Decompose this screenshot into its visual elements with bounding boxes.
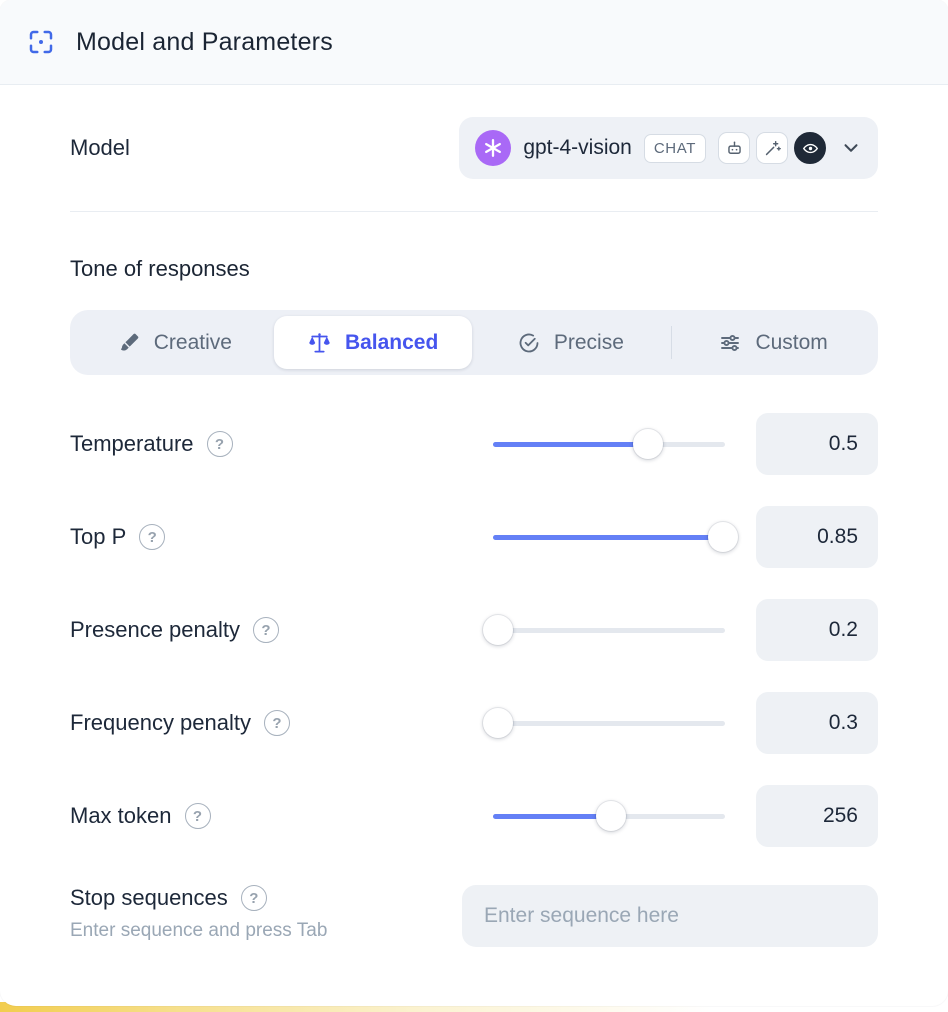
- tone-option-label: Custom: [755, 330, 828, 354]
- frequency-penalty-slider[interactable]: [482, 707, 725, 739]
- frequency-penalty-value[interactable]: 0.3: [756, 692, 878, 754]
- temperature-label: Temperature: [70, 431, 194, 456]
- stop-sequences-label: Stop sequences: [70, 885, 228, 910]
- help-icon[interactable]: ?: [253, 617, 279, 643]
- model-select-dropdown[interactable]: gpt-4-vision CHAT: [459, 117, 878, 179]
- top-p-label: Top P: [70, 524, 127, 549]
- slider-track: [493, 801, 725, 831]
- model-row: Model gpt-4-vision CHAT: [70, 117, 878, 179]
- target-check-icon: [517, 331, 541, 355]
- brush-icon: [118, 331, 141, 354]
- tone-option-label: Balanced: [344, 330, 439, 354]
- slider-thumb[interactable]: [707, 522, 738, 552]
- segment-divider: [671, 326, 673, 359]
- help-icon[interactable]: ?: [264, 710, 290, 736]
- parameter-row-frequency-penalty: Frequency penalty ? 0.3: [70, 692, 878, 754]
- model-name: gpt-4-vision: [523, 136, 632, 159]
- wand-icon: [756, 132, 788, 164]
- parameter-row-presence-penalty: Presence penalty ? 0.2: [70, 599, 878, 661]
- help-icon[interactable]: ?: [240, 885, 267, 911]
- sliders-icon: [718, 331, 742, 355]
- temperature-slider[interactable]: [493, 428, 725, 460]
- tone-option-label: Precise: [553, 330, 624, 354]
- presence-penalty-value[interactable]: 0.2: [756, 599, 878, 661]
- section-divider: [70, 211, 878, 212]
- page-background-accent: [0, 1002, 948, 1012]
- help-icon[interactable]: ?: [139, 524, 166, 550]
- max-token-value[interactable]: 256: [756, 785, 878, 847]
- model-capability-icons: [718, 132, 826, 164]
- robot-icon: [718, 132, 750, 164]
- model-label: Model: [70, 135, 130, 160]
- slider-fill: [493, 813, 612, 819]
- slider-track: [493, 522, 738, 552]
- slider-track: [482, 708, 725, 738]
- tone-option-label: Creative: [153, 330, 232, 354]
- parameter-row-temperature: Temperature ? 0.5: [70, 413, 878, 475]
- panel-header: Model and Parameters: [0, 0, 948, 85]
- scale-icon: [307, 330, 332, 355]
- slider-thumb[interactable]: [633, 429, 664, 459]
- chat-badge: CHAT: [643, 133, 706, 163]
- help-icon[interactable]: ?: [206, 431, 233, 457]
- slider-fill: [493, 534, 723, 540]
- top-p-slider[interactable]: [493, 521, 738, 553]
- max-token-label: Max token: [70, 803, 172, 828]
- parameter-row-top-p: Top P ? 0.85: [70, 506, 878, 568]
- slider-track: [493, 429, 725, 459]
- tone-option-balanced[interactable]: Balanced: [273, 316, 472, 369]
- slider-thumb[interactable]: [482, 708, 513, 738]
- vision-icon: [794, 132, 826, 164]
- tone-heading: Tone of responses: [70, 256, 250, 281]
- tone-segmented-control: Creative Balanced: [70, 310, 878, 375]
- slider-track: [482, 615, 725, 645]
- chevron-down-icon: [840, 137, 862, 159]
- slider-thumb[interactable]: [596, 801, 627, 831]
- tone-option-precise[interactable]: Precise: [472, 316, 670, 369]
- tone-option-creative[interactable]: Creative: [76, 316, 274, 369]
- parameter-row-max-token: Max token ? 256: [70, 785, 878, 847]
- max-token-slider[interactable]: [493, 800, 725, 832]
- stop-sequence-input[interactable]: [462, 885, 878, 947]
- temperature-value[interactable]: 0.5: [756, 413, 878, 475]
- selection-frame-icon: [26, 27, 56, 57]
- presence-penalty-slider[interactable]: [482, 614, 725, 646]
- openai-logo: [475, 130, 512, 166]
- stop-sequences-hint: Enter sequence and press Tab: [70, 920, 328, 941]
- slider-fill: [493, 441, 649, 447]
- frequency-penalty-label: Frequency penalty: [70, 710, 251, 735]
- top-p-value[interactable]: 0.85: [756, 506, 878, 568]
- panel-title: Model and Parameters: [76, 27, 333, 56]
- help-icon[interactable]: ?: [184, 803, 211, 829]
- stop-sequences-row: Stop sequences ? Enter sequence and pres…: [70, 885, 878, 947]
- slider-thumb[interactable]: [482, 615, 513, 645]
- tone-option-custom[interactable]: Custom: [674, 316, 872, 369]
- presence-penalty-label: Presence penalty: [70, 617, 240, 642]
